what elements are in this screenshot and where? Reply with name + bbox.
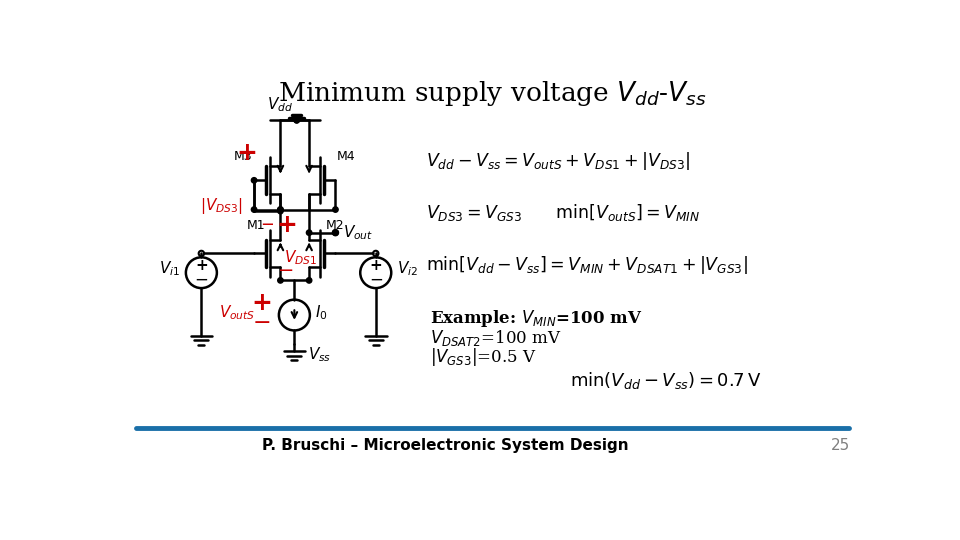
- Circle shape: [277, 278, 283, 283]
- Text: Minimum supply voltage $V_{dd}$-$V_{ss}$: Minimum supply voltage $V_{dd}$-$V_{ss}$: [277, 79, 707, 107]
- Text: $|V_{GS3}|$=0.5 V: $|V_{GS3}|$=0.5 V: [430, 346, 537, 368]
- Text: $V_{out}$: $V_{out}$: [344, 224, 373, 242]
- Text: $V_{i2}$: $V_{i2}$: [397, 260, 419, 278]
- Text: −: −: [195, 271, 208, 288]
- Text: Example: $V_{MIN}$=100 mV: Example: $V_{MIN}$=100 mV: [430, 308, 642, 329]
- Text: M1: M1: [247, 219, 266, 232]
- Text: $V_{i1}$: $V_{i1}$: [158, 260, 180, 278]
- Text: +: +: [252, 292, 273, 315]
- Text: M4: M4: [337, 150, 355, 164]
- Text: $\mathrm{min}[V_{dd} - V_{ss}] = V_{MIN} + V_{DSAT1} + |V_{GS3}|$: $\mathrm{min}[V_{dd} - V_{ss}] = V_{MIN}…: [426, 254, 748, 276]
- Circle shape: [294, 118, 300, 123]
- Circle shape: [294, 118, 300, 123]
- Text: $V_{outS}$: $V_{outS}$: [219, 303, 255, 322]
- Text: $V_{DSAT2}$=100 mV: $V_{DSAT2}$=100 mV: [430, 328, 562, 348]
- Circle shape: [306, 278, 312, 283]
- Text: +: +: [195, 258, 207, 273]
- Circle shape: [277, 207, 283, 212]
- Text: −: −: [278, 261, 295, 280]
- Text: +: +: [236, 141, 256, 165]
- Text: $|V_{DS3}|$: $|V_{DS3}|$: [201, 195, 243, 215]
- Text: $\mathrm{min}(V_{dd} - V_{ss}) = 0.7\,\mathrm{V}$: $\mathrm{min}(V_{dd} - V_{ss}) = 0.7\,\m…: [569, 370, 760, 391]
- Circle shape: [333, 207, 338, 212]
- Text: +: +: [370, 258, 382, 273]
- Text: $I_0$: $I_0$: [315, 303, 327, 322]
- Circle shape: [277, 207, 283, 212]
- Circle shape: [252, 178, 256, 183]
- Text: +: +: [276, 213, 297, 238]
- Text: $V_{DS3} = V_{GS3} \quad\quad \mathrm{min}[V_{outS}] = V_{MIN}$: $V_{DS3} = V_{GS3} \quad\quad \mathrm{mi…: [426, 202, 700, 223]
- Text: $V_{dd} - V_{ss} = V_{outS} + V_{DS1} + |V_{DS3}|$: $V_{dd} - V_{ss} = V_{outS} + V_{DS1} + …: [426, 150, 690, 172]
- Text: $V_{dd}$: $V_{dd}$: [267, 96, 293, 114]
- Text: _: _: [262, 206, 272, 225]
- Circle shape: [333, 230, 338, 235]
- Text: P. Bruschi – Microelectronic System Design: P. Bruschi – Microelectronic System Desi…: [262, 438, 629, 454]
- Text: −: −: [252, 313, 271, 333]
- Text: M3: M3: [234, 150, 252, 164]
- Circle shape: [306, 230, 312, 235]
- Text: −: −: [369, 271, 383, 288]
- Text: $V_{ss}$: $V_{ss}$: [308, 346, 331, 365]
- Text: $V_{DS1}$: $V_{DS1}$: [283, 248, 317, 267]
- Text: 25: 25: [831, 438, 851, 454]
- Text: M2: M2: [326, 219, 345, 232]
- Circle shape: [277, 208, 283, 214]
- Circle shape: [252, 207, 256, 212]
